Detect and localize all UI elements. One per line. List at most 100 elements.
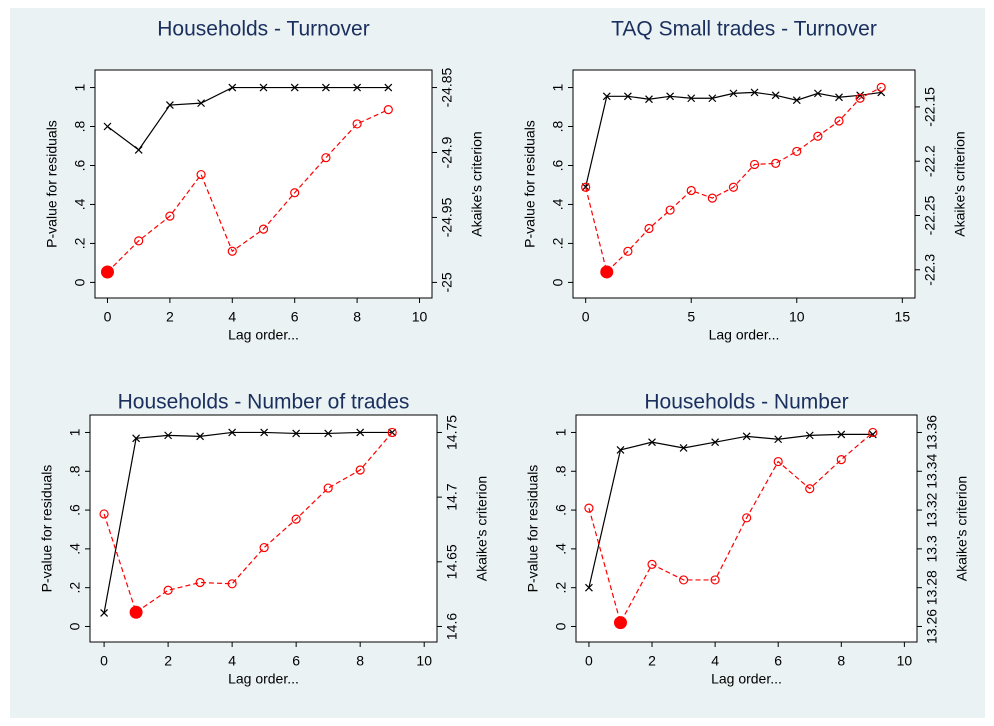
subplot-title: TAQ Small trades - Turnover	[611, 18, 877, 41]
x-tick-label: 5	[687, 309, 695, 325]
y2-tick-label: 14.75	[444, 415, 460, 450]
marker-circle	[868, 427, 878, 438]
x-tick-label: 4	[228, 309, 236, 325]
marker-x	[132, 434, 141, 443]
marker-minimum	[600, 265, 614, 279]
marker-circle	[195, 577, 205, 588]
marker-x	[687, 94, 696, 103]
marker-circle	[291, 514, 301, 524]
marker-x	[837, 430, 846, 439]
marker-circle	[710, 575, 720, 585]
marker-circle	[728, 182, 739, 192]
marker-x	[711, 438, 720, 447]
y-tick-label: 0	[553, 622, 569, 630]
subplot-title: Households - Number of trades	[118, 391, 410, 414]
marker-x	[868, 430, 877, 439]
marker-circle	[876, 82, 886, 92]
marker-circle	[321, 153, 331, 163]
y2-tick-label: 14.6	[444, 613, 460, 640]
y-tick-label: 1	[67, 428, 83, 436]
y2-tick-label: -24.85	[439, 67, 455, 107]
y-tick-label: .2	[553, 582, 569, 594]
plot-area	[94, 69, 433, 299]
marker-circle	[290, 188, 300, 198]
x-tick-label: 8	[356, 653, 364, 669]
marker-circle	[165, 211, 175, 221]
x-tick-label: 8	[837, 653, 845, 669]
y2-axis-title: Akaike's criterion	[954, 476, 970, 581]
x-tick-label: 6	[291, 309, 299, 325]
series-line	[588, 432, 874, 625]
y2-tick-label: -22.3	[922, 254, 938, 286]
marker-circle	[227, 579, 237, 589]
marker-minimum	[100, 265, 114, 279]
x-axis-title: Lag order...	[709, 327, 780, 343]
marker-x	[602, 92, 611, 101]
marker-x	[708, 94, 717, 103]
marker-circle	[134, 236, 144, 246]
marker-x	[324, 429, 333, 438]
marker-x	[835, 93, 843, 102]
y2-tick-label: 13.28	[924, 570, 940, 605]
marker-circle	[383, 105, 393, 115]
y-tick-label: .2	[67, 582, 83, 594]
series-line	[103, 432, 393, 614]
series-line	[585, 86, 882, 274]
x-tick-label: 2	[164, 653, 172, 669]
marker-x	[729, 89, 738, 98]
y-tick-label: 1	[72, 83, 88, 91]
marker-x	[196, 432, 205, 441]
marker-circle	[99, 509, 109, 519]
marker-x	[581, 182, 590, 191]
marker-x	[228, 83, 237, 92]
marker-circle	[259, 542, 269, 553]
marker-x	[384, 83, 393, 92]
y2-tick-label: -22.25	[922, 195, 938, 235]
marker-x	[290, 83, 299, 92]
x-tick-label: 0	[100, 653, 108, 669]
x-tick-label: 10	[789, 309, 805, 325]
y-tick-label: 1	[550, 83, 566, 91]
y-tick-label: .4	[553, 543, 569, 555]
x-tick-label: 6	[774, 653, 782, 669]
y-tick-label: 0	[550, 278, 566, 286]
marker-circle	[258, 224, 269, 234]
marker-circle	[771, 158, 781, 168]
x-axis-title: Lag order...	[228, 327, 299, 343]
plot-area	[89, 414, 438, 643]
y2-tick-label: -25	[439, 272, 455, 292]
x-tick-label: 0	[582, 309, 590, 325]
x-tick-label: 4	[228, 653, 236, 669]
y-tick-label: .8	[67, 465, 83, 477]
y2-tick-label: 13.32	[924, 492, 940, 527]
marker-x	[164, 431, 173, 440]
marker-x	[679, 444, 688, 452]
series-line	[588, 433, 873, 588]
x-tick-label: 2	[648, 653, 656, 669]
x-tick-label: 15	[895, 309, 911, 325]
marker-x	[645, 95, 653, 104]
plot-area	[572, 69, 916, 299]
marker-x	[616, 445, 625, 454]
y2-axis-title: Akaike's criterion	[469, 131, 485, 236]
y-tick-label: 0	[72, 278, 88, 286]
marker-x	[260, 428, 269, 437]
marker-x	[771, 91, 780, 100]
marker-x	[103, 122, 112, 131]
y2-tick-label: 13.26	[924, 609, 940, 644]
x-tick-label: 10	[416, 653, 432, 669]
marker-x	[742, 432, 751, 441]
marker-circle	[355, 465, 365, 475]
y2-tick-label: -22.2	[922, 145, 938, 177]
y2-tick-label: -22.15	[922, 87, 938, 127]
marker-circle	[686, 185, 696, 196]
marker-x	[356, 428, 365, 437]
y2-tick-label: 13.3	[924, 535, 940, 562]
plot-area	[575, 414, 918, 643]
marker-x	[666, 92, 675, 101]
y2-tick-label: 14.65	[444, 544, 460, 579]
marker-circle	[584, 503, 594, 513]
marker-x	[259, 83, 268, 92]
y2-tick-label: -24.95	[439, 197, 455, 237]
marker-x	[165, 101, 174, 110]
